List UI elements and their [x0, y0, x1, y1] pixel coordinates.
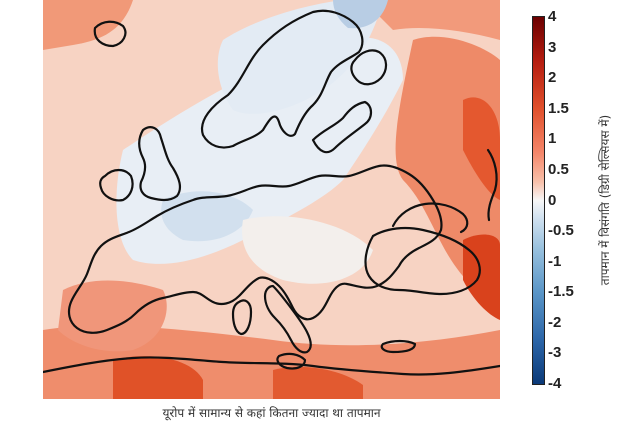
coastline-baltic — [311, 100, 373, 154]
colorbar-tick-label: 0.5 — [548, 160, 569, 178]
coastline-ireland — [99, 168, 134, 202]
colorbar-tick-label: -0.5 — [548, 222, 574, 240]
temperature-anomaly-map — [43, 0, 500, 399]
coastline-italy — [263, 284, 312, 354]
coastline-finland — [350, 49, 388, 86]
coastline-black-sea — [391, 202, 469, 234]
colorbar-tick-label: -1.5 — [548, 283, 574, 301]
colorbar-tick-label: -4 — [548, 375, 562, 392]
cool-band-scandinavia — [217, 0, 383, 114]
map-caption: यूरोप में सामान्य से कहां कितना ज्यादा थ… — [162, 406, 381, 420]
colorbar-tick-label: 3 — [548, 38, 557, 56]
colorbar-tick-label: 4 — [548, 8, 557, 25]
hot-region-south — [273, 366, 363, 399]
colorbar-tick-label: 2 — [548, 69, 557, 87]
colorbar-label: तापमान में विसंगति (डिग्री सेल्सियस में) — [598, 114, 612, 286]
coastline-mainland — [67, 164, 443, 334]
coastline-east-edge — [486, 148, 498, 222]
neutral-patch-balkans — [242, 216, 373, 284]
colorbar-tick-label: -3 — [548, 344, 562, 362]
colorbar-tick-label: -2 — [548, 313, 562, 331]
hot-region-east — [463, 97, 500, 200]
coastline-sardinia — [231, 299, 253, 336]
hot-region-southeast — [463, 234, 500, 320]
colorbar-tick-label: 1.5 — [548, 99, 569, 117]
colorbar — [532, 16, 545, 385]
coastline-scandinavia — [200, 9, 364, 149]
warm-region-northwest — [43, 0, 133, 50]
warm-region-iberia — [58, 280, 167, 352]
colorbar-tick-label: -1 — [548, 252, 562, 270]
coastline-iceland — [93, 20, 127, 48]
map-svg — [43, 0, 500, 399]
coastline-crete — [380, 339, 417, 354]
coastline-north-africa — [43, 356, 500, 376]
colorbar-tick-label: 0 — [548, 191, 557, 209]
cool-patch-north — [333, 0, 388, 29]
coastlines — [43, 9, 500, 376]
colorbar-tick-label: 1 — [548, 130, 557, 148]
warm-region-northeast — [363, 0, 500, 40]
hot-region-southwest — [113, 356, 203, 399]
coastline-anatolia — [364, 226, 481, 296]
coastline-great-britain — [138, 126, 182, 202]
